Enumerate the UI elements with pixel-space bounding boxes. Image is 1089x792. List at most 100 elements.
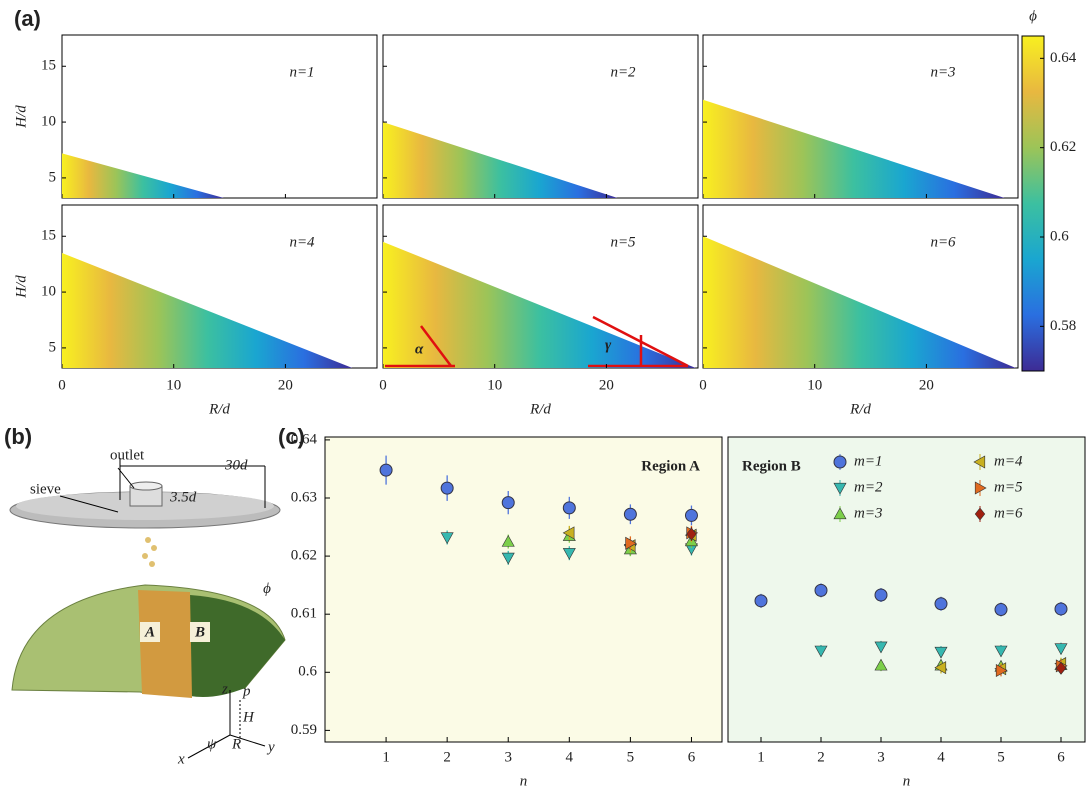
marker [684, 508, 698, 522]
sieve-label: sieve [30, 481, 61, 497]
heap-profile [703, 236, 1016, 368]
outlet-label: outlet [110, 447, 145, 463]
y-axis-label: H/d [13, 275, 29, 299]
grain [149, 561, 155, 567]
legend-marker [974, 481, 987, 495]
colorbar-tick-label: 0.6 [1050, 228, 1069, 244]
marker [623, 507, 637, 521]
legend-label: m=6 [994, 505, 1023, 521]
axis-label: H [242, 709, 255, 725]
angle-line [420, 325, 452, 367]
y-tick-label: 15 [41, 58, 56, 74]
legend-label: m=4 [994, 453, 1023, 469]
grain [151, 545, 157, 551]
y-tick-label: 0.63 [291, 489, 317, 505]
heap-center [138, 590, 192, 698]
marker [1054, 643, 1068, 656]
x-tick-label: 6 [1057, 749, 1065, 765]
x-tick-label: 1 [382, 749, 390, 765]
y-tick-label: 5 [49, 169, 57, 185]
heap-profile [383, 241, 696, 368]
y-tick-label: 0.61 [291, 606, 317, 622]
marker [814, 645, 828, 658]
panel-n-label: n=4 [289, 234, 315, 250]
legend-label: m=2 [854, 479, 883, 495]
panel-n-label: n=2 [610, 64, 636, 80]
marker [995, 664, 1008, 678]
grain [142, 553, 148, 559]
y-axis-label: H/d [13, 105, 29, 129]
axis-label: p [242, 683, 251, 699]
x-tick-label: 5 [627, 749, 635, 765]
heap-profile [383, 122, 618, 198]
angle-label: α [415, 341, 424, 357]
legend-label: m=5 [994, 479, 1023, 495]
marker [501, 534, 515, 547]
marker [1054, 602, 1068, 616]
plot-title: Region B [742, 458, 801, 474]
heap-profile [62, 153, 224, 198]
marker [934, 646, 948, 659]
y-axis-label: ϕ [263, 581, 271, 597]
panel-n-label: n=6 [930, 234, 956, 250]
region-box [140, 622, 160, 642]
x-tick-label: 10 [487, 377, 502, 393]
x-tick-label: 4 [566, 749, 574, 765]
x-axis-label: R/d [208, 401, 230, 417]
legend-marker [973, 455, 986, 469]
legend-label: m=3 [854, 505, 882, 521]
x-tick-label: 6 [688, 749, 696, 765]
y-tick-label: 0.64 [291, 431, 318, 447]
x-tick-label: 5 [997, 749, 1005, 765]
marker [562, 526, 575, 540]
panel-n-label: n=5 [610, 234, 636, 250]
x-axis-label: n [903, 773, 911, 789]
x-tick-label: 10 [807, 377, 822, 393]
pointer [117, 467, 135, 489]
plot-area [727, 436, 1086, 743]
x-tick-label: 20 [919, 377, 934, 393]
x-tick-label: 1 [757, 749, 765, 765]
y-tick-label: 15 [41, 228, 56, 244]
x-axis-label: R/d [849, 401, 871, 417]
x-axis-label: n [520, 773, 528, 789]
marker [562, 501, 576, 515]
y-tick-label: 0.62 [291, 548, 317, 564]
axis-label: x [177, 751, 185, 767]
y-tick-label: 10 [41, 114, 56, 130]
marker [814, 583, 828, 597]
marker [440, 481, 454, 495]
axis-arrow [229, 734, 266, 747]
marker [379, 463, 393, 477]
pointer [59, 495, 119, 513]
x-tick-label: 20 [599, 377, 614, 393]
plot-area [324, 436, 723, 743]
legend-marker [833, 455, 847, 469]
y-tick-label: 5 [49, 339, 57, 355]
heap-section [190, 595, 285, 697]
y-tick-label: 10 [41, 284, 56, 300]
plot-title: Region A [641, 458, 700, 474]
axis-label: z [221, 681, 228, 697]
legend-marker [833, 482, 847, 495]
legend-marker [833, 507, 847, 520]
marker [501, 552, 515, 565]
marker [874, 641, 888, 654]
x-tick-label: 10 [166, 377, 181, 393]
panel-label: (b) [4, 424, 32, 449]
outlet-top [129, 481, 163, 491]
x-tick-label: 0 [699, 377, 707, 393]
marker [994, 645, 1008, 658]
x-tick-label: 20 [278, 377, 293, 393]
radius-label: 30d [224, 457, 248, 473]
region-label: B [194, 624, 205, 640]
angle-label: γ [605, 337, 612, 353]
x-tick-label: 3 [504, 749, 512, 765]
marker [874, 588, 888, 602]
marker [934, 597, 948, 611]
panel-n-label: n=1 [289, 64, 314, 80]
marker [994, 603, 1008, 617]
panel-label: (a) [14, 6, 41, 31]
x-tick-label: 4 [937, 749, 945, 765]
